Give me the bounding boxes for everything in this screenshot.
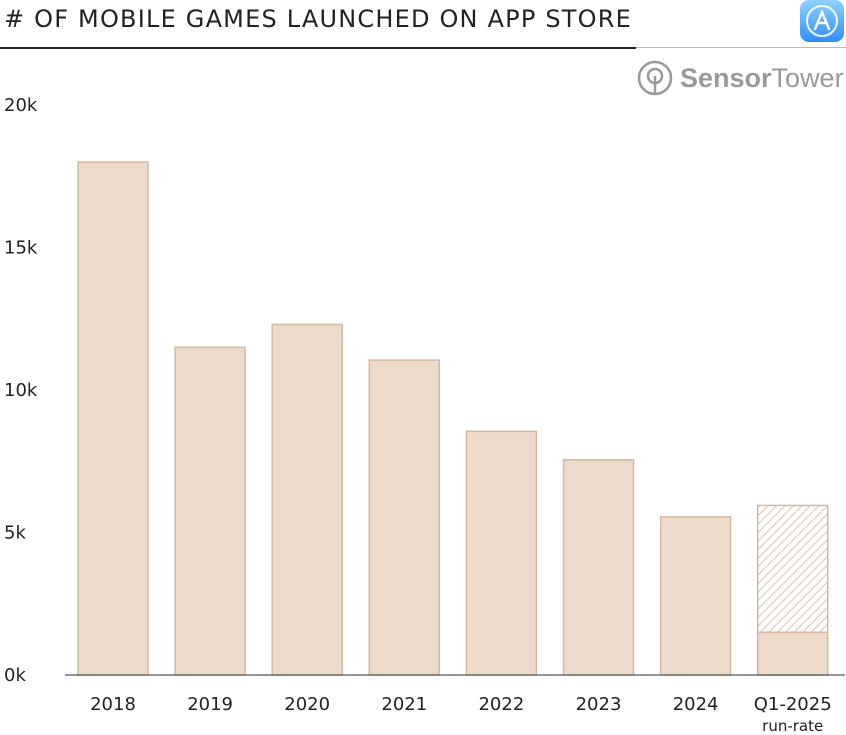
y-tick-label: 20k	[4, 95, 38, 116]
x-tick-sublabel: run-rate	[762, 717, 823, 735]
logo-text-light: Tower	[771, 62, 844, 93]
bar-2023	[562, 459, 635, 676]
x-tick-label: 2020	[284, 694, 330, 715]
x-tick-label: Q1-2025	[754, 694, 832, 715]
app-store-icon	[800, 0, 844, 42]
bar-q1-2025	[756, 631, 829, 676]
y-tick-label: 10k	[4, 380, 38, 401]
bar-2024	[659, 516, 732, 676]
y-tick-label: 0k	[4, 665, 26, 686]
x-tick-label: 2019	[187, 694, 233, 715]
y-tick-label: 5k	[4, 523, 26, 544]
bar-2020	[271, 323, 343, 676]
sensor-tower-logo-icon	[637, 60, 673, 96]
page-title: # OF MOBILE GAMES LAUNCHED ON APP STORE	[4, 5, 632, 33]
y-tick-label: 15k	[4, 238, 38, 259]
x-tick-label: 2022	[478, 694, 524, 715]
bar-2018	[77, 161, 149, 676]
logo-text-bold: Sensor	[680, 62, 772, 93]
bar-2019	[174, 346, 246, 676]
bar-2022	[465, 430, 538, 676]
x-tick-label: 2021	[381, 694, 427, 715]
bar-2021	[368, 359, 441, 676]
x-tick-label: 2023	[576, 694, 622, 715]
title-underline	[0, 47, 636, 49]
x-tick-label: 2018	[90, 694, 136, 715]
sensor-tower-logo: SensorTower	[636, 58, 844, 98]
x-tick-label: 2024	[673, 694, 719, 715]
title-underline-extension	[636, 47, 846, 48]
